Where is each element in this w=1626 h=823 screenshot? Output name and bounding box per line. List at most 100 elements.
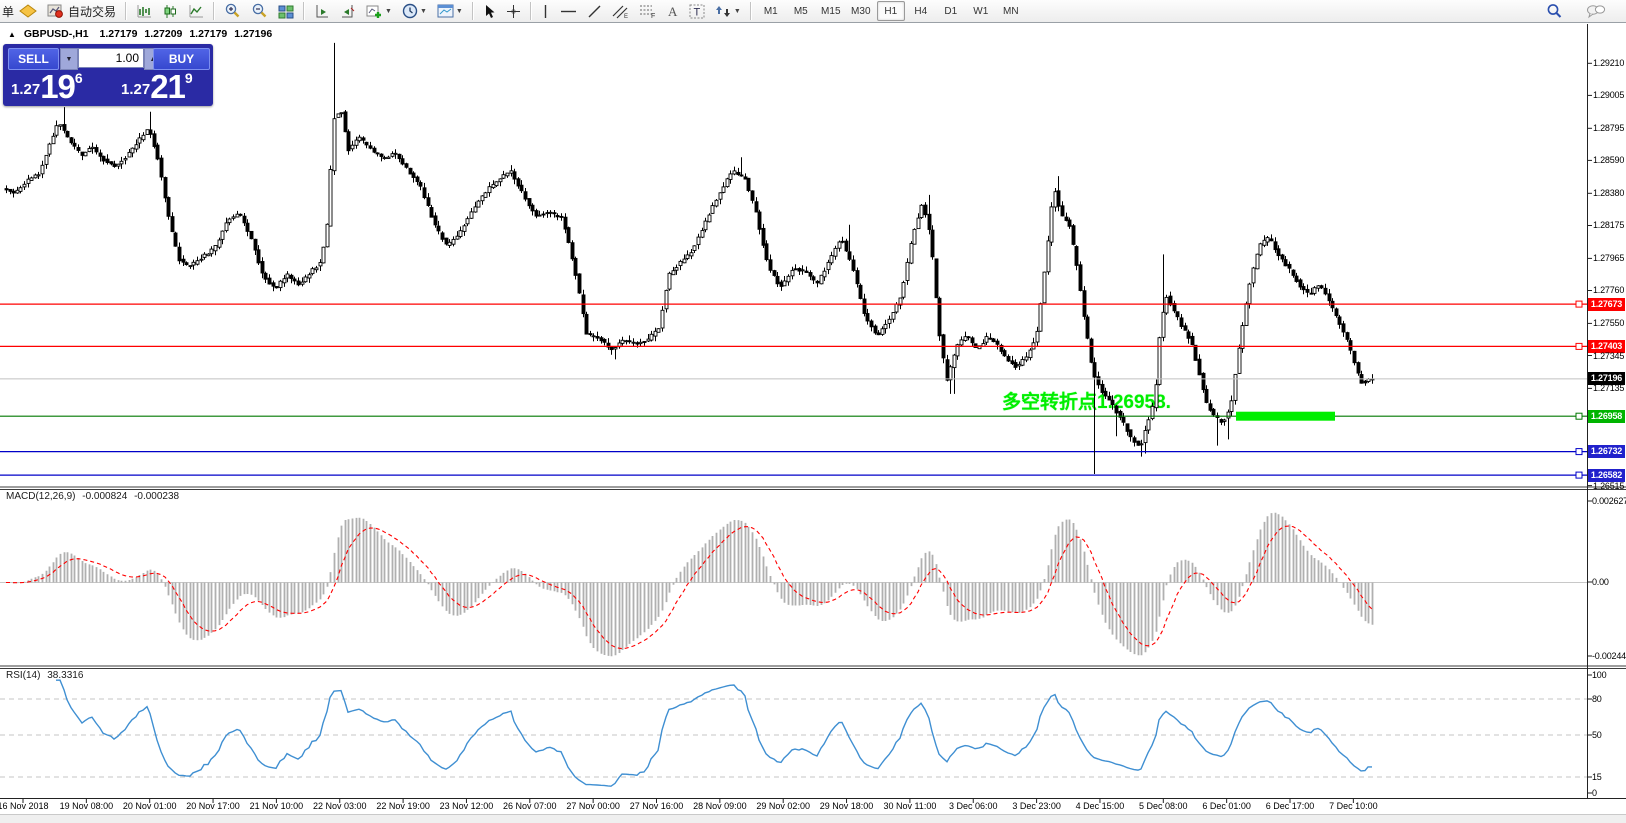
sell-button[interactable]: SELL (8, 48, 59, 70)
candle-body (109, 161, 114, 165)
candle-body (1017, 363, 1022, 367)
candle-body (282, 278, 287, 284)
candle-body (970, 337, 975, 344)
candle-body (1244, 303, 1249, 326)
candle-body (245, 222, 250, 232)
candle-body (620, 339, 625, 344)
annotation-text[interactable]: 多空转折点1.26958. (1002, 392, 1171, 413)
tile-windows-icon[interactable] (274, 0, 298, 22)
candle-body (339, 112, 344, 115)
new-order-icon[interactable] (15, 0, 41, 22)
candle-body (1096, 376, 1101, 386)
candle-body (671, 270, 676, 276)
candle-body (595, 336, 600, 339)
candle-body (321, 246, 326, 264)
candle-body (563, 216, 568, 230)
arrows-icon[interactable]: ▼ (711, 0, 745, 22)
timeframe-m30[interactable]: M30 (851, 5, 871, 17)
candle-body (1046, 240, 1051, 273)
price-tag-1.27403[interactable]: 1.27403 (1588, 339, 1625, 353)
buy-price[interactable]: 1.27 21 9 (121, 70, 193, 103)
ohlc-low: 1.27179 (189, 28, 228, 40)
time-axis-label: 26 Nov 07:00 (503, 801, 557, 811)
candle-body (491, 183, 496, 189)
candle-body (653, 330, 658, 337)
text-icon[interactable]: A (662, 0, 683, 22)
candlestick-icon[interactable] (158, 0, 182, 22)
candle-body (919, 204, 924, 218)
candle-body (350, 144, 355, 150)
price-tag-1.26732[interactable]: 1.26732 (1588, 445, 1625, 459)
candle-body (710, 205, 715, 214)
candle-body (447, 241, 452, 246)
buy-price-pip: 9 (184, 70, 193, 86)
candle-body (8, 188, 13, 192)
candle-body (1269, 238, 1274, 242)
timeframe-m5[interactable]: M5 (793, 5, 808, 17)
price-tick-label: 1.27965 (1593, 253, 1625, 264)
template-button[interactable]: ▼ (433, 0, 467, 22)
auto-scroll-icon[interactable] (336, 0, 360, 22)
zoom-out-icon[interactable] (247, 0, 272, 22)
hline-handle[interactable] (1575, 342, 1583, 350)
volume-input[interactable] (78, 48, 144, 68)
horizontal-line-icon[interactable] (556, 0, 581, 22)
hline-handle[interactable] (1575, 471, 1583, 479)
timeframe-h1[interactable]: H1 (876, 1, 905, 21)
zoom-in-icon[interactable] (220, 0, 245, 22)
candle-body (804, 270, 809, 273)
candle-body (116, 163, 121, 167)
time-axis-label: 23 Nov 12:00 (439, 801, 494, 811)
add-indicator-button[interactable]: ▼ (362, 0, 396, 22)
trendline-icon[interactable] (583, 0, 606, 22)
candle-body (523, 191, 528, 200)
timeframe-h4[interactable]: H4 (914, 5, 928, 17)
sell-price[interactable]: 1.27 19 6 (11, 70, 83, 103)
candle-body (887, 318, 892, 324)
search-icon[interactable] (1542, 0, 1567, 22)
vertical-line-icon[interactable] (537, 0, 554, 22)
timeframe-d1[interactable]: D1 (944, 5, 958, 17)
price-tag-1.27673[interactable]: 1.27673 (1588, 297, 1625, 311)
hline-handle[interactable] (1575, 300, 1583, 308)
crosshair-icon[interactable] (502, 0, 525, 22)
candle-body (65, 130, 70, 138)
channel-icon[interactable]: E (608, 0, 633, 22)
price-tag-1.26958[interactable]: 1.26958 (1588, 409, 1625, 423)
highlight-zone[interactable] (1236, 411, 1335, 421)
candle-body (1287, 263, 1292, 269)
candle-body (516, 178, 521, 187)
timeframe-mn[interactable]: MN (1003, 5, 1019, 17)
autotrade-button[interactable]: 自动交易 (43, 0, 120, 22)
candle-body (923, 204, 928, 216)
candle-body (945, 359, 950, 381)
line-chart-icon[interactable] (184, 0, 208, 22)
new-order-label[interactable]: 单 (2, 4, 15, 19)
period-button[interactable]: ▼ (398, 0, 431, 22)
timeframe-w1[interactable]: W1 (973, 5, 989, 17)
candle-body (761, 227, 766, 246)
timeframe-m1[interactable]: M1 (763, 5, 778, 17)
hline-handle[interactable] (1575, 448, 1583, 456)
buy-button[interactable]: BUY (153, 48, 210, 70)
fibonacci-icon[interactable]: F (635, 0, 660, 22)
price-tag-1.26582[interactable]: 1.26582 (1588, 468, 1625, 482)
candle-body (202, 253, 207, 258)
separator (749, 2, 752, 20)
chat-icon[interactable] (1582, 0, 1610, 22)
candle-body (1197, 358, 1202, 376)
candle-body (1240, 325, 1245, 349)
label-icon[interactable]: T (685, 0, 709, 22)
timeframe-m15[interactable]: M15 (821, 5, 841, 17)
candle-body (418, 182, 423, 187)
hline-handle[interactable] (1575, 412, 1583, 420)
candle-body (858, 284, 863, 299)
candle-body (646, 338, 651, 342)
cursor-icon[interactable] (479, 0, 500, 22)
collapse-triangle-icon[interactable]: ▲ (8, 30, 16, 39)
candle-body (127, 151, 132, 158)
bar-chart-icon[interactable] (132, 0, 156, 22)
shift-chart-icon[interactable] (310, 0, 334, 22)
volume-decrease-button[interactable]: ▼ (60, 48, 78, 70)
